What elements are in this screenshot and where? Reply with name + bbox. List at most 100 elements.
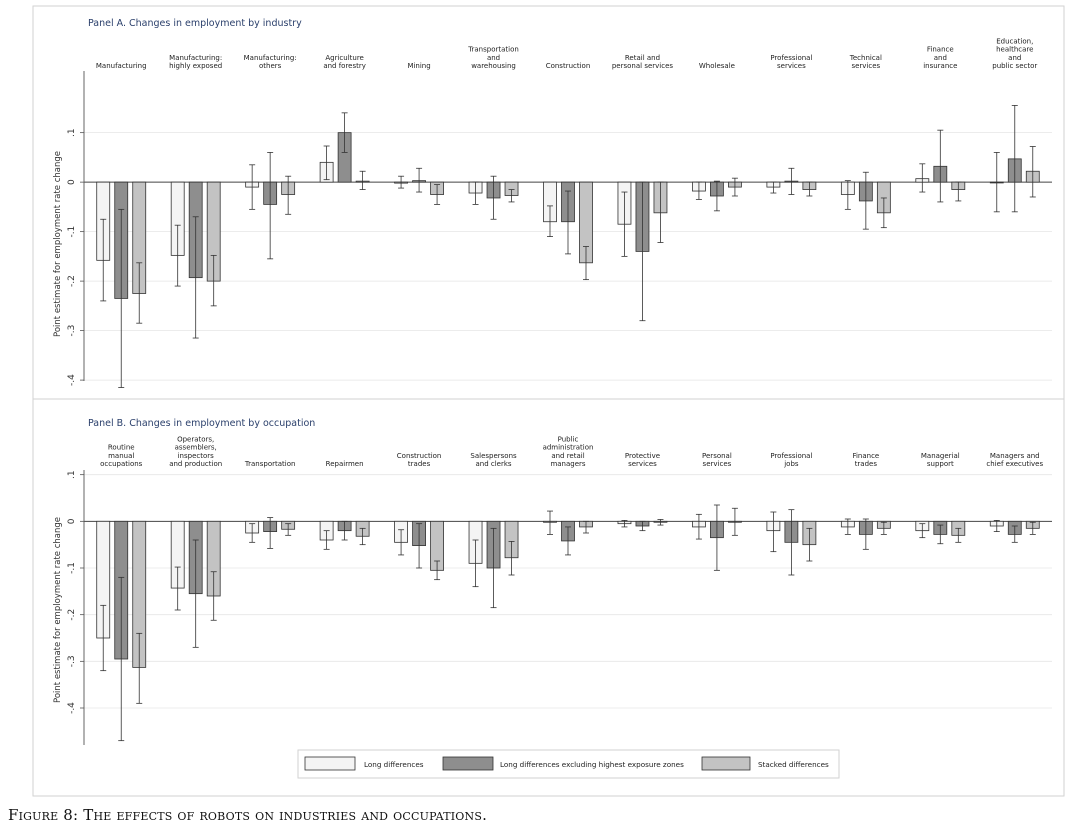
panel-b-category-label-line: managers	[550, 460, 585, 468]
legend-key-long	[304, 756, 356, 771]
panel-a-category-label-line: Education,	[996, 37, 1033, 45]
panel-a-category-label: Transportation and warehousing	[467, 46, 519, 70]
panel-b-category-label: Protective services	[625, 452, 660, 468]
panel-a-category-label-line: healthcare	[996, 46, 1033, 54]
panel-b-ytick-label: -.2	[67, 609, 77, 621]
legend-label-excl: Long differences excluding highest expos…	[500, 760, 684, 769]
panel-a-category-label-line: warehousing	[471, 62, 516, 70]
panel-b-y-axis-label: Point estimate for employment rate chang…	[53, 517, 63, 703]
panel-b-category-label-line: Protective	[625, 452, 660, 460]
figure-frame	[32, 5, 1065, 797]
panel-b-category-label-line: Transportation	[244, 460, 296, 468]
panel-b-category-label: Managers and chief executives	[986, 452, 1043, 468]
panel-b-category-label-line: services	[628, 460, 657, 468]
panel-a-category-label-line: public sector	[992, 62, 1037, 70]
panel-a-category-label-line: highly exposed	[169, 62, 222, 70]
panel-b-category-label-line: Construction	[397, 452, 442, 460]
panel-b-category-label-line: Salespersons	[470, 452, 517, 460]
panel-a-category-label-line: and	[934, 54, 947, 62]
panel-a-category-label: Manufacturing	[96, 62, 147, 70]
panel-b-category-label: Construction trades	[397, 452, 442, 468]
panel-b-category-label-line: manual	[108, 452, 134, 460]
panel-b-ytick-label: 0	[67, 518, 77, 524]
panel-a-category-label: Professional services	[770, 54, 812, 70]
panel-b-ytick-label: -.4	[67, 702, 77, 714]
panel-a-category-label-line: Professional	[770, 54, 812, 62]
panel-b-category-label-line: inspectors	[178, 452, 215, 460]
panel-a-ytick-label: -.3	[67, 325, 77, 337]
panel-a-category-label: Construction	[546, 62, 591, 70]
panel-b-category-label-line: assemblers,	[175, 444, 217, 452]
panel-a-category-label-line: Construction	[546, 62, 591, 70]
panel-a-ytick-label: 0	[67, 179, 77, 185]
panel-a-category-label-line: Technical	[849, 54, 882, 62]
panel-a-category-label-line: Manufacturing	[96, 62, 147, 70]
panel-b-category-label-line: and clerks	[475, 460, 511, 468]
panel-a-category-label-line: services	[777, 62, 806, 70]
panel-b-category-label-line: administration	[543, 444, 594, 452]
panel-a-category-label: Manufacturing: highly exposed	[169, 54, 222, 70]
panel-a-ytick-label: .1	[67, 128, 77, 137]
panel-b-category-label-line: Finance	[852, 452, 879, 460]
panel-a-y-axis-label: Point estimate for employment rate chang…	[53, 151, 63, 337]
panel-b-category-label-line: Operators,	[177, 435, 214, 443]
legend-key-stacked	[701, 756, 751, 771]
panel-b-ytick-label: -.1	[67, 562, 77, 574]
panel-b-category-label-line: occupations	[100, 460, 143, 468]
panel-b-category-label: Repairmen	[326, 460, 364, 468]
panel-b-occupation: Panel B. Changes in employment by occupa…	[53, 418, 1052, 745]
panel-a-title: Panel A. Changes in employment by indust…	[88, 18, 302, 29]
panel-b-category-label-line: Managers and	[990, 452, 1040, 460]
panel-a-category-label: Wholesale	[699, 62, 735, 70]
panel-b-category-label-line: Public	[558, 435, 579, 443]
panel-b-category-label: Personal services	[702, 452, 732, 468]
panel-a-category-label-line: others	[259, 62, 282, 70]
legend-label-long: Long differences	[364, 760, 424, 769]
panel-b-category-label-line: Repairmen	[326, 460, 364, 468]
panel-a-category-label: Technical services	[849, 54, 882, 70]
panel-a-category-label-line: Wholesale	[699, 62, 735, 70]
panel-a-category-label-line: insurance	[923, 62, 957, 70]
panel-a-category-label-line: Finance	[927, 46, 954, 54]
panel-b-category-label-line: chief executives	[986, 460, 1043, 468]
panel-b-category-label-line: trades	[855, 460, 878, 468]
panel-a-category-label: Education, healthcare and public sector	[992, 37, 1037, 70]
panel-a-category-label-line: and forestry	[323, 62, 366, 70]
panel-a-category-label-line: services	[851, 62, 880, 70]
panel-b-title: Panel B. Changes in employment by occupa…	[88, 418, 315, 429]
panel-b-category-label-line: Personal	[702, 452, 732, 460]
panel-b-category-label-line: trades	[408, 460, 431, 468]
panel-b-category-label: Finance trades	[852, 452, 879, 468]
panel-a-category-label: Agriculture and forestry	[323, 54, 366, 70]
panel-b-category-label: Operators, assemblers, inspectors and produ…	[169, 435, 222, 468]
figure-caption: Figure 8: The effects of robots on indus…	[8, 806, 488, 824]
panel-b-category-label: Managerial support	[921, 452, 960, 468]
panel-a-category-label: Retail and personal services	[612, 54, 674, 70]
panel-b-ytick-label: -.3	[67, 655, 77, 667]
panel-b-category-label-line: support	[927, 460, 954, 468]
panel-a-category-label-line: and	[1008, 54, 1021, 62]
legend: Long differences Long differences excludi…	[297, 749, 840, 779]
panel-a-industry: Panel A. Changes in employment by indust…	[53, 18, 1052, 388]
panel-b-category-label-line: jobs	[783, 460, 799, 468]
panel-a-category-label: Mining	[407, 62, 430, 70]
panel-b-category-label-line: and production	[169, 460, 222, 468]
panel-a-ytick-label: -.4	[67, 374, 77, 386]
panel-a-category-label-line: Retail and	[625, 54, 660, 62]
panel-a-category-label: Manufacturing: others	[244, 54, 297, 70]
panel-a-category-label-line: Mining	[407, 62, 430, 70]
panel-a-ytick-label: -.1	[67, 226, 77, 238]
panel-b-category-label-line: services	[703, 460, 732, 468]
panel-b-category-label-line: and retail	[551, 452, 584, 460]
panel-a-category-label-line: personal services	[612, 62, 674, 70]
panel-b-category-label: Transportation	[244, 460, 296, 468]
panel-b-category-label-line: Managerial	[921, 452, 960, 460]
panel-b-category-label: Routine manual occupations	[100, 444, 143, 468]
panel-a-category-label-line: Transportation	[467, 46, 519, 54]
panel-a-category-label-line: Agriculture	[325, 54, 364, 62]
panel-b-category-label-line: Routine	[108, 444, 135, 452]
panel-b-category-label: Professional jobs	[770, 452, 812, 468]
panel-b-ytick-label: .1	[67, 470, 77, 479]
panel-a-ytick-label: -.2	[67, 275, 77, 287]
